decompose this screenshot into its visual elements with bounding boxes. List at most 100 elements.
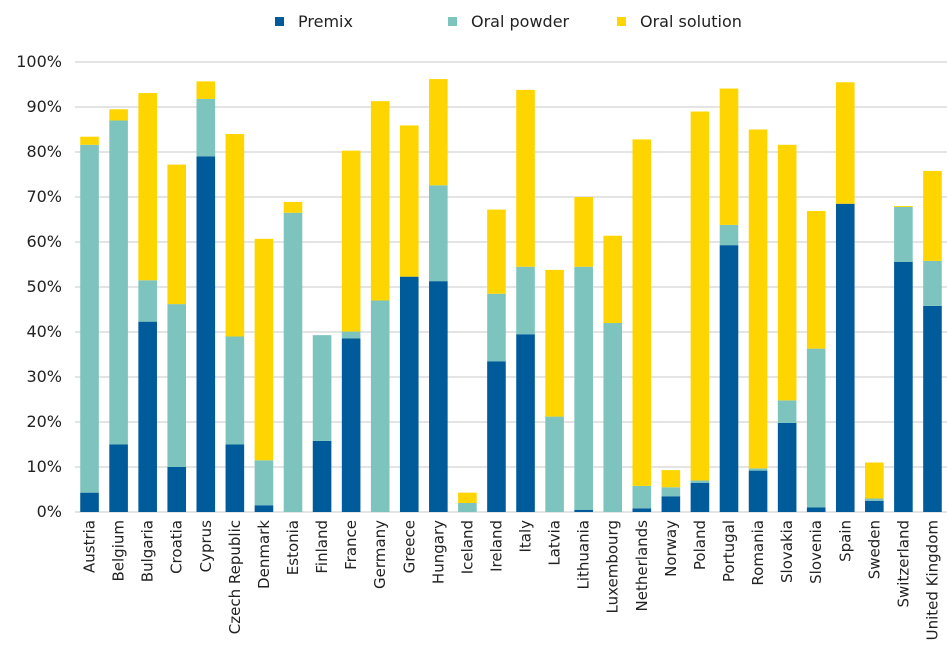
bar-segment — [865, 462, 884, 499]
bar-segment — [865, 498, 884, 501]
y-tick-label: 100% — [16, 52, 62, 71]
x-tick-label: Denmark — [255, 520, 273, 589]
bar-segment — [429, 79, 448, 186]
x-tick-label: Spain — [836, 520, 854, 562]
legend: Premix Oral powder Oral solution — [275, 12, 742, 31]
bar-segment — [80, 144, 99, 493]
x-tick-label: Germany — [371, 520, 389, 589]
bar-segment — [719, 88, 739, 225]
bar-segment — [429, 185, 448, 282]
bar-segment — [923, 260, 942, 306]
bar-segment — [283, 201, 303, 213]
bar-segment — [690, 480, 710, 483]
bar-segment — [835, 82, 855, 204]
x-tick-label: Lithuania — [575, 520, 593, 589]
legend-swatch — [275, 17, 284, 26]
bar-segment — [748, 129, 768, 469]
bar-segment — [225, 336, 245, 445]
bar-segment — [196, 98, 216, 157]
legend-label: Premix — [298, 12, 353, 31]
bar-segment — [138, 280, 157, 322]
bar-segment — [777, 400, 797, 423]
x-tick-label: Sweden — [865, 520, 883, 579]
bar-segment — [80, 492, 99, 512]
x-tick-label: Croatia — [168, 520, 186, 574]
x-tick-label: Finland — [313, 520, 331, 574]
bar-segment — [370, 300, 390, 512]
bar-segment — [487, 209, 506, 294]
x-tick-label: Romania — [749, 520, 767, 586]
bar-segment — [458, 492, 477, 503]
bar-segment — [399, 276, 419, 512]
bar-segment — [109, 109, 128, 121]
y-tick-label: 40% — [26, 322, 62, 341]
x-tick-label: Hungary — [429, 520, 447, 584]
bar-segment — [399, 125, 419, 277]
x-tick-label: Slovakia — [778, 520, 796, 583]
bar-segment — [225, 134, 245, 337]
bar-segment — [806, 210, 826, 349]
x-tick-label: United Kingdom — [923, 520, 941, 640]
y-tick-label: 0% — [37, 502, 62, 521]
y-tick-label: 80% — [26, 142, 62, 161]
bar-segment — [341, 338, 361, 512]
bar-segment — [167, 304, 187, 467]
bar-segment — [516, 334, 535, 512]
x-tick-label: Austria — [81, 520, 99, 573]
x-axis: Austria Belgium Bulgaria Croatia Cyprus Czech… — [81, 520, 942, 641]
bar-segment — [80, 136, 99, 145]
bar-segment — [690, 111, 710, 481]
bar-segment — [574, 197, 593, 267]
bar-segment — [138, 321, 157, 512]
bar-segment — [109, 120, 128, 445]
legend-label: Oral solution — [640, 12, 742, 31]
x-tick-label: Estonia — [284, 520, 302, 575]
bar-segment — [632, 139, 652, 486]
bar-segment — [312, 440, 332, 512]
bar-segment — [487, 361, 506, 512]
y-tick-label: 10% — [26, 457, 62, 476]
x-tick-label: Norway — [662, 520, 680, 577]
bar-segment — [632, 485, 652, 509]
bar-segment — [835, 203, 855, 512]
bar-segment — [312, 335, 332, 441]
bar-segment — [487, 293, 506, 362]
bar-segment — [254, 238, 274, 461]
x-tick-label: Ireland — [487, 520, 505, 572]
bar-segment — [894, 206, 913, 207]
bar-segment — [748, 470, 768, 512]
bar-segment — [865, 500, 884, 512]
bar-segment — [167, 164, 187, 305]
y-tick-label: 30% — [26, 367, 62, 386]
y-axis: 0% 10% 20% 30% 40% 50% 60% 70% 80% 90% 100% — [16, 52, 62, 521]
y-tick-label: 70% — [26, 187, 62, 206]
x-tick-label: Portugal — [720, 520, 738, 582]
bar-segment — [661, 487, 681, 497]
bar-segment — [429, 281, 448, 512]
bar-segment — [341, 150, 361, 332]
bar-segment — [545, 416, 564, 512]
bar-segment — [283, 212, 303, 512]
bar-segment — [225, 444, 245, 512]
legend-swatch — [448, 17, 457, 26]
x-tick-label: Slovenia — [807, 520, 825, 584]
x-tick-label: Poland — [691, 520, 709, 570]
bar-segment — [923, 170, 942, 261]
bar-segment — [806, 348, 826, 508]
bar-segment — [690, 482, 710, 512]
x-tick-label: Latvia — [546, 520, 564, 566]
bar-segment — [516, 89, 535, 267]
x-tick-label: Bulgaria — [139, 520, 157, 582]
bar-segment — [196, 156, 216, 512]
y-tick-label: 90% — [26, 97, 62, 116]
bar-segment — [341, 331, 361, 339]
x-tick-label: Czech Republic — [226, 520, 244, 634]
x-tick-label: Greece — [400, 520, 418, 573]
bar-segment — [254, 505, 274, 512]
bar-segment — [196, 81, 216, 99]
bar-segment — [370, 101, 390, 301]
bar-segment — [923, 305, 942, 512]
x-tick-label: Cyprus — [197, 520, 215, 573]
bar-segment — [777, 422, 797, 512]
bar-segment — [574, 509, 593, 512]
